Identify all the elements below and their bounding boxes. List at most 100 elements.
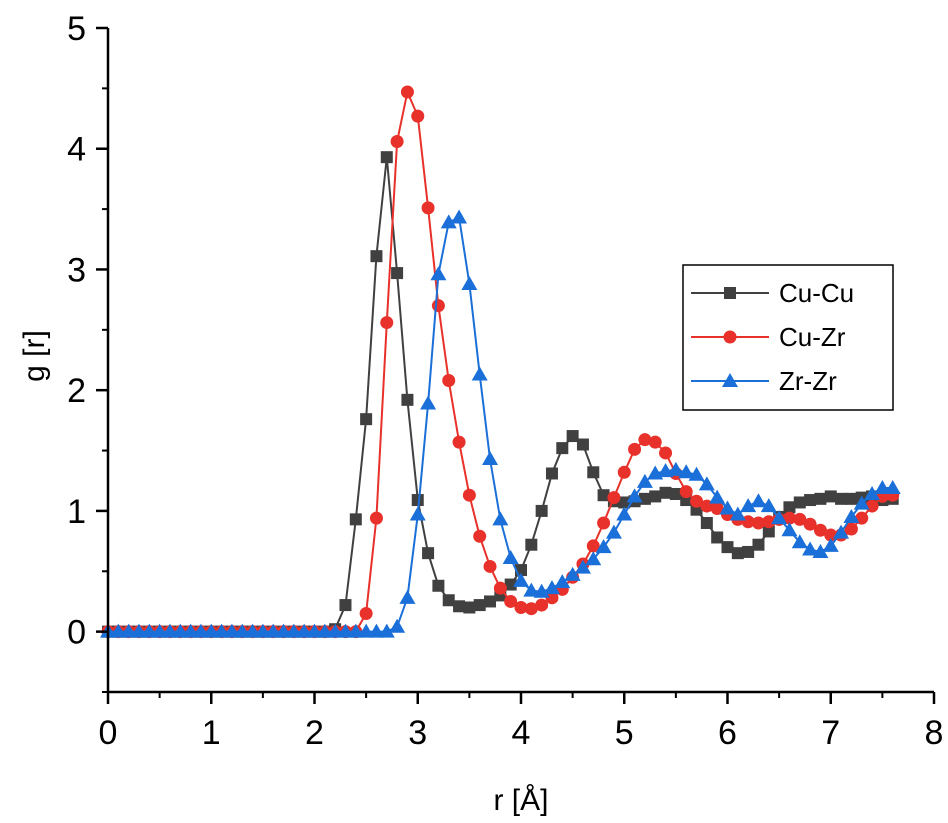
data-point-zr-zr — [760, 498, 777, 513]
data-point-zr-zr — [564, 566, 581, 581]
data-point-cu-zr — [421, 201, 435, 215]
data-point-zr-zr — [574, 559, 591, 574]
data-point-cu-zr — [803, 517, 817, 531]
data-point-cu-zr — [659, 446, 673, 460]
data-point-cu-cu — [463, 601, 476, 614]
data-point-zr-zr — [306, 623, 323, 638]
data-point-cu-cu — [762, 525, 775, 538]
data-point-cu-cu — [814, 492, 827, 505]
legend-item-cu-cu: Cu-Cu — [691, 278, 854, 308]
data-point-cu-cu — [742, 545, 755, 558]
data-point-zr-zr — [471, 366, 488, 381]
data-point-cu-cu — [783, 501, 796, 514]
data-point-cu-cu — [597, 489, 610, 502]
data-point-cu-zr — [741, 515, 755, 529]
data-point-zr-zr — [843, 508, 860, 523]
legend-item-cu-zr: Cu-Zr — [691, 322, 846, 352]
data-point-cu-zr — [782, 511, 796, 525]
data-point-cu-cu — [349, 513, 362, 526]
data-point-zr-zr — [192, 623, 209, 638]
x-tick-label: 5 — [615, 714, 634, 752]
data-point-zr-zr — [182, 623, 199, 638]
x-tick-label: 3 — [408, 714, 427, 752]
data-point-zr-zr — [616, 506, 633, 521]
x-tick-label: 6 — [718, 714, 737, 752]
data-point-cu-zr — [390, 134, 404, 148]
data-point-cu-zr — [690, 494, 704, 508]
data-point-cu-zr — [400, 85, 414, 99]
series-zr-zr — [100, 209, 901, 638]
data-point-zr-zr — [327, 623, 344, 638]
data-point-cu-zr — [844, 522, 858, 536]
data-point-zr-zr — [523, 582, 540, 597]
data-point-cu-zr — [514, 600, 528, 614]
data-point-cu-cu — [752, 538, 765, 551]
data-point-cu-zr — [586, 539, 600, 553]
data-point-cu-cu — [380, 151, 393, 164]
data-point-zr-zr — [451, 209, 468, 224]
data-point-zr-zr — [161, 623, 178, 638]
x-tick-label: 0 — [99, 714, 118, 752]
data-point-zr-zr — [822, 537, 839, 552]
data-point-cu-zr — [524, 602, 538, 616]
data-point-zr-zr — [409, 506, 426, 521]
x-tick-label: 1 — [202, 714, 221, 752]
data-point-cu-zr — [462, 488, 476, 502]
data-point-zr-zr — [771, 510, 788, 525]
data-point-zr-zr — [533, 583, 550, 598]
data-point-zr-zr — [296, 623, 313, 638]
data-point-zr-zr — [378, 623, 395, 638]
data-point-cu-zr — [607, 491, 621, 505]
data-point-zr-zr — [316, 623, 333, 638]
x-tick-label: 7 — [821, 714, 840, 752]
data-point-zr-zr — [543, 580, 560, 595]
data-point-zr-zr — [513, 572, 529, 587]
data-point-zr-zr — [420, 395, 437, 410]
data-point-zr-zr — [791, 534, 808, 549]
data-point-zr-zr — [678, 464, 695, 479]
data-point-cu-cu — [432, 579, 445, 592]
data-point-zr-zr — [347, 623, 364, 638]
data-point-zr-zr — [585, 551, 602, 566]
data-point-cu-cu — [442, 594, 455, 607]
data-point-cu-cu — [339, 599, 352, 612]
data-point-zr-zr — [358, 623, 375, 638]
data-point-cu-cu — [556, 442, 569, 455]
data-point-zr-zr — [130, 623, 147, 638]
data-point-cu-cu — [401, 393, 414, 406]
data-point-cu-zr — [597, 516, 611, 530]
data-point-cu-cu — [411, 494, 424, 507]
data-point-zr-zr — [254, 623, 271, 638]
data-point-cu-cu — [391, 267, 404, 280]
data-point-zr-zr — [502, 549, 519, 564]
legend-label: Cu-Cu — [779, 278, 854, 308]
data-point-zr-zr — [399, 589, 416, 604]
data-point-zr-zr — [833, 524, 850, 539]
legend-label: Zr-Zr — [779, 366, 837, 396]
data-point-cu-cu — [422, 547, 435, 560]
y-tick-label: 1 — [67, 493, 86, 531]
data-point-cu-cu — [669, 488, 682, 501]
data-point-zr-zr — [709, 489, 726, 504]
data-point-zr-zr — [110, 623, 127, 638]
data-point-cu-zr — [638, 433, 652, 447]
data-point-cu-cu — [793, 496, 806, 509]
data-point-zr-zr — [368, 623, 385, 638]
data-point-cu-cu — [545, 467, 558, 480]
data-point-cu-zr — [359, 607, 373, 621]
data-point-zr-zr — [492, 511, 509, 526]
legend-marker — [723, 330, 737, 344]
data-point-cu-zr — [493, 581, 507, 595]
data-point-cu-cu — [576, 438, 589, 451]
data-point-cu-cu — [649, 490, 662, 503]
data-point-zr-zr — [802, 541, 819, 556]
data-point-zr-zr — [626, 488, 643, 503]
data-point-cu-cu — [360, 413, 373, 426]
data-point-cu-zr — [380, 316, 394, 330]
data-point-zr-zr — [884, 479, 901, 494]
data-point-cu-cu — [566, 430, 579, 443]
y-tick-label: 2 — [67, 372, 86, 410]
data-point-cu-cu — [587, 466, 600, 479]
y-tick-label: 5 — [67, 10, 86, 48]
